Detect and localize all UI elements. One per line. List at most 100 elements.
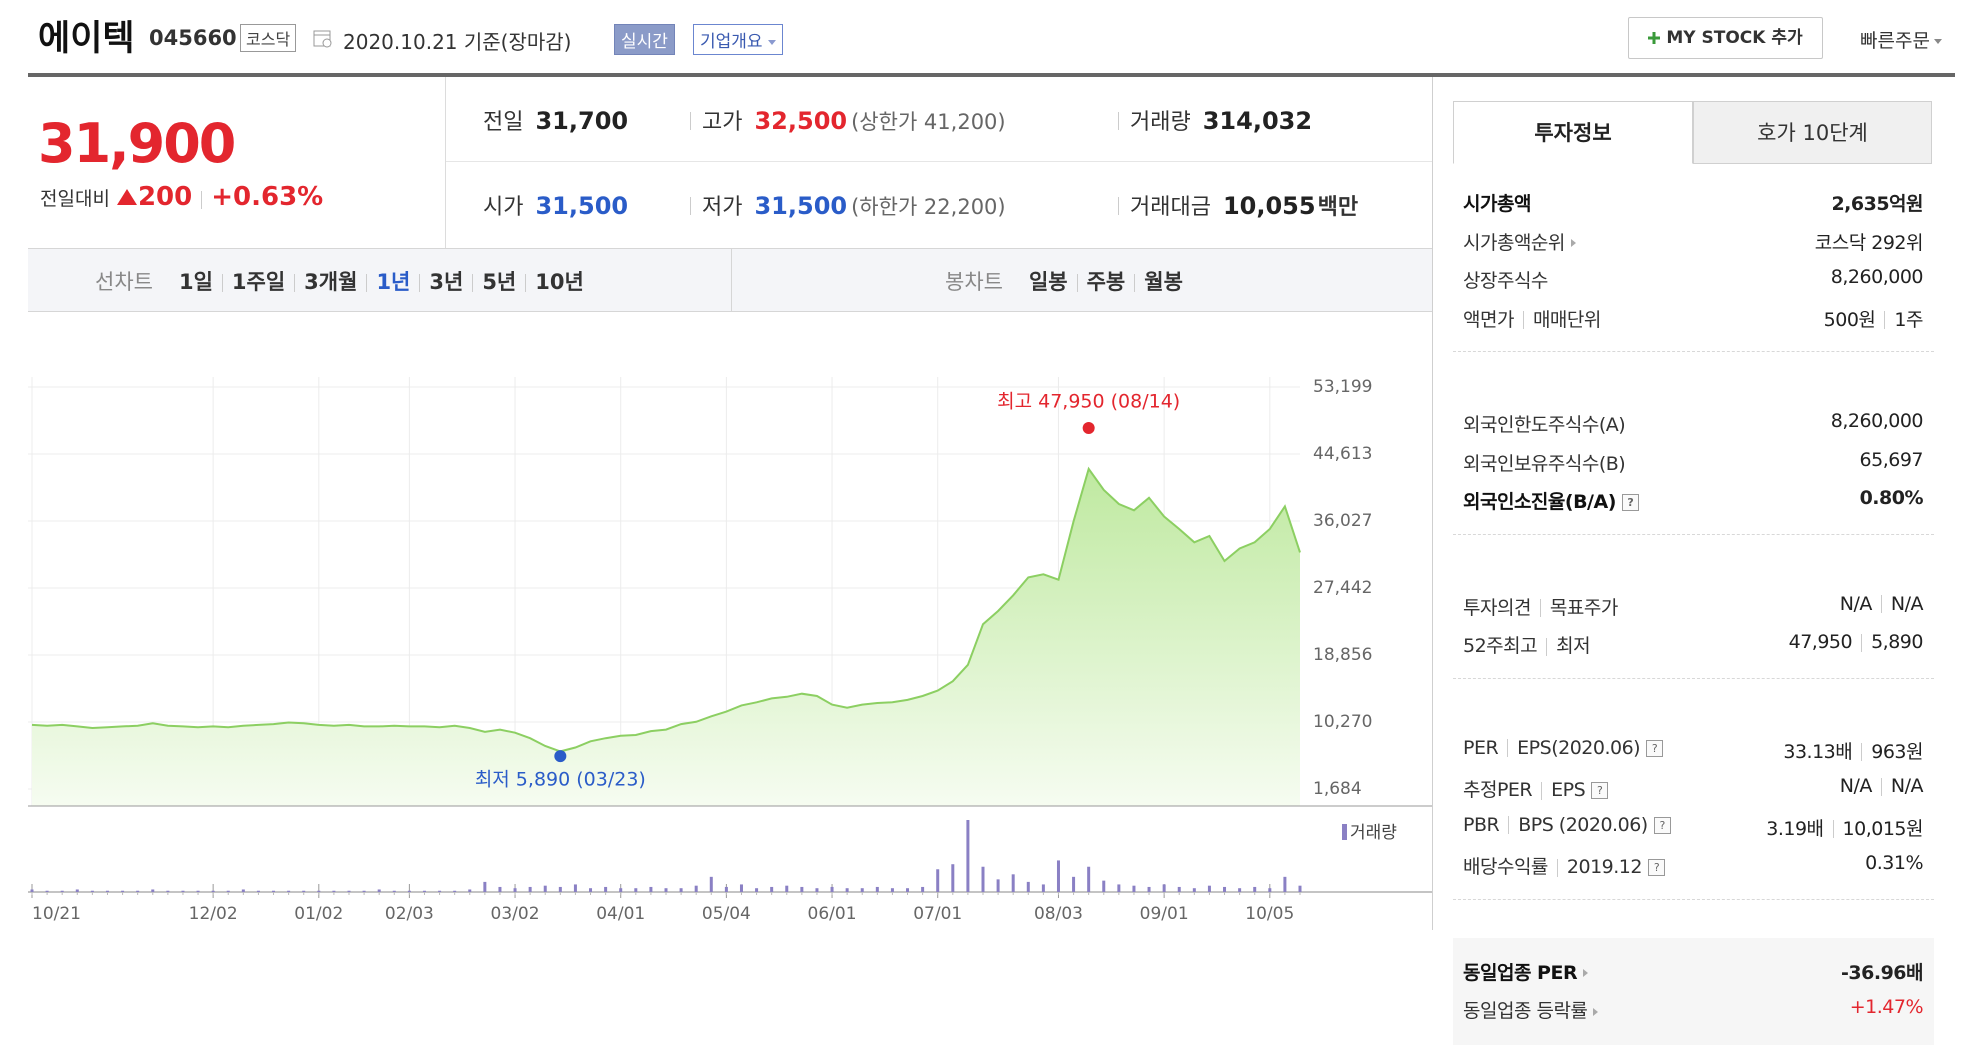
date-basis: 기준(장마감) [463, 30, 572, 54]
info-value: 8,260,000 [1831, 266, 1924, 288]
separator [690, 197, 691, 215]
stat-note: (상한가 41,200) [851, 110, 1006, 134]
price: 31,900 [38, 112, 236, 175]
volume-bar [453, 890, 457, 892]
volume-bar [528, 886, 532, 892]
info-label: PBR BPS (2020.06)? [1463, 814, 1671, 836]
value-part: 10,015원 [1842, 817, 1924, 840]
volume-bar [679, 888, 683, 892]
volume-bar [136, 890, 140, 892]
x-tick-label: 10/21 [32, 904, 81, 924]
period-tab[interactable]: 5년 [482, 270, 517, 294]
dropdown-arrow [767, 39, 776, 45]
volume-bar [1117, 884, 1121, 892]
top-rule [28, 73, 1955, 77]
value-part: N/A [1890, 775, 1924, 797]
more-arrow[interactable] [1570, 239, 1576, 247]
label-part: 시가총액 [1463, 193, 1531, 215]
info-label: 추정PER EPS? [1463, 775, 1609, 802]
more-arrow[interactable] [1593, 1007, 1599, 1016]
value-part: N/A [1839, 775, 1873, 797]
stat-value: 31,500 [754, 192, 848, 220]
help-icon[interactable]: ? [1646, 739, 1664, 757]
label-part: 매매단위 [1532, 308, 1601, 331]
period-tab[interactable]: 10년 [535, 270, 584, 294]
change-line: 전일대비 200 +0.63% [40, 182, 323, 212]
separator [1539, 599, 1541, 617]
value-part: 47,950 [1788, 631, 1853, 653]
period-tab[interactable]: 1주일 [231, 270, 286, 294]
volume-bar [438, 890, 442, 892]
volume-bar [407, 890, 411, 892]
info-label: 상장주식수 [1463, 266, 1548, 293]
help-icon[interactable]: ? [1621, 494, 1639, 511]
label-part: 52주최고 [1463, 635, 1538, 657]
volume-bar [755, 888, 759, 892]
volume-bar [966, 820, 970, 892]
info-label: 투자의견 목표주가 [1463, 593, 1618, 620]
volume-bar [196, 890, 200, 892]
volume-bar [151, 889, 155, 892]
info-value: +1.47% [1850, 996, 1924, 1018]
volume-bar [860, 888, 864, 892]
overview-button[interactable]: 기업개요 [693, 24, 783, 55]
period-tab[interactable]: 월봉 [1144, 270, 1183, 294]
separator [1076, 274, 1078, 292]
label-part: PBR [1463, 813, 1500, 836]
volume-bar [981, 866, 985, 892]
info-label: 시가총액순위 [1463, 228, 1576, 255]
mystock-button[interactable]: MY STOCK 추가 [1628, 17, 1823, 59]
volume-bar [1177, 886, 1181, 892]
separator [1508, 816, 1510, 834]
period-tab[interactable]: 3년 [429, 270, 464, 294]
x-tick-label: 10/05 [1245, 904, 1294, 924]
value-part: 0.31% [1865, 852, 1923, 874]
period-tab[interactable]: 주봉 [1086, 270, 1126, 294]
volume-bar [619, 888, 623, 892]
y-tick-label: 1,684 [1313, 779, 1362, 799]
stat-value: 31,500 [535, 192, 629, 220]
period-tab[interactable]: 일봉 [1028, 270, 1068, 294]
label-part: 외국인보유주식수(B) [1463, 452, 1626, 475]
stat-value: 10,055 [1222, 192, 1316, 220]
side-tab[interactable]: 투자정보 [1453, 101, 1693, 164]
quick-order[interactable]: 빠른주문 [1860, 26, 1942, 53]
period-tab[interactable]: 1년 [376, 270, 411, 294]
label-part: 외국인한도주식수(A) [1463, 414, 1626, 436]
help-icon[interactable]: ? [1653, 816, 1671, 834]
date-line: 2020.10.21 기준(장마감) [343, 26, 571, 55]
tab-group-label: 봉차트 [945, 270, 1003, 294]
volume-bar [241, 889, 245, 892]
x-tick-label: 07/01 [913, 904, 962, 924]
period-tab[interactable]: 1일 [178, 270, 213, 294]
tab-group-label: 선차트 [95, 270, 153, 294]
label-part: 목표주가 [1549, 596, 1618, 619]
change-pct: +0.63% [211, 182, 324, 212]
realtime-badge[interactable]: 실시간 [614, 24, 675, 55]
help-icon[interactable]: ? [1591, 782, 1609, 799]
value-part: 1주 [1894, 308, 1923, 331]
volume-bar [181, 890, 185, 892]
volume-bar [1147, 886, 1151, 892]
separator [472, 274, 474, 292]
x-tick-label: 02/03 [385, 904, 434, 924]
y-tick-label: 27,442 [1313, 578, 1372, 598]
more-arrow[interactable] [1583, 969, 1589, 977]
period-tab[interactable]: 3개월 [304, 270, 358, 294]
info-value: N/A N/A [1839, 775, 1924, 797]
volume-bar [996, 879, 1000, 892]
separator [1880, 595, 1882, 613]
stat-value: 31,700 [535, 107, 629, 135]
help-icon[interactable]: ? [1647, 859, 1665, 876]
x-tick-label: 03/02 [491, 904, 540, 924]
info-label: 시가총액 [1463, 189, 1531, 216]
quick-order-label: 빠른주문 [1860, 30, 1930, 52]
side-tab[interactable]: 호가 10단계 [1693, 101, 1932, 164]
volume-bar [1041, 884, 1045, 892]
volume-bar [422, 890, 426, 892]
y-tick-label: 10,270 [1313, 712, 1372, 732]
volume-bar [392, 890, 396, 892]
separator [366, 274, 368, 292]
value-part: 2,635억원 [1831, 193, 1923, 215]
high-label: 최고 47,950 (08/14) [997, 390, 1180, 412]
